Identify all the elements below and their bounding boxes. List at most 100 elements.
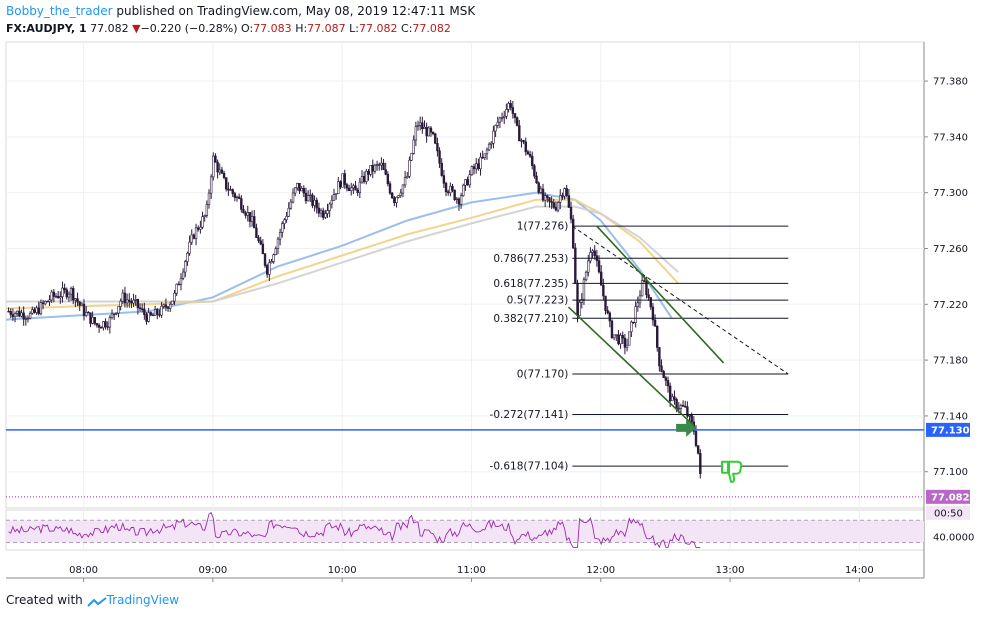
candle-body [158, 314, 161, 316]
candle-body [468, 174, 471, 186]
candle-body [367, 170, 370, 175]
candle-body [421, 122, 424, 130]
candle-body [112, 313, 116, 315]
candle-body [177, 283, 181, 286]
candle-body [63, 287, 66, 291]
candle-body [369, 165, 372, 175]
candle-body [666, 380, 670, 387]
price-axis[interactable]: 77.380 77.340 77.300 77.260 77.220 77.180 77.1… [924, 77, 974, 544]
moving-averages [5, 191, 680, 321]
candle-body [242, 209, 245, 214]
candle-body [531, 155, 534, 166]
candle-body [416, 125, 420, 127]
fib-level-label: -0.618(77.104) [490, 461, 569, 473]
fibonacci-retracement[interactable]: 1(77.276) 0.786(77.253) 0.618(77.235) 0.5(7… [490, 221, 789, 473]
candle-body [214, 155, 217, 163]
candle-body [660, 365, 663, 372]
candle-body [229, 189, 232, 191]
candle-body [265, 265, 269, 275]
candle-body [548, 197, 551, 202]
candle-body [274, 248, 277, 255]
candle-body [166, 306, 170, 309]
close-value: 77.082 [412, 22, 451, 35]
candle-body [535, 175, 538, 184]
candle-body [330, 199, 334, 205]
fib-trend-line [572, 225, 789, 375]
candle-body [134, 298, 137, 301]
candle-body [248, 212, 252, 222]
candle-body [664, 377, 668, 381]
price-tick-label: 77.220 [933, 300, 968, 311]
candle-body [117, 306, 120, 314]
candle-body [261, 243, 265, 255]
candle-body [257, 237, 260, 242]
candle-body [326, 210, 329, 214]
candle-body [143, 308, 146, 315]
change-value: −0.220 (−0.28%) [140, 22, 238, 35]
candle-body [205, 204, 209, 216]
candle-body [201, 216, 204, 228]
high-value: 77.087 [307, 22, 346, 35]
candle-body [128, 299, 131, 302]
open-value: 77.083 [253, 22, 292, 35]
candle-body [343, 173, 346, 185]
candle-body [397, 195, 400, 198]
time-tick-label: 11:00 [457, 565, 486, 576]
candle-body [522, 140, 525, 143]
low-label: L: [349, 22, 360, 35]
candle-body [54, 295, 58, 298]
candle-body [375, 164, 379, 166]
candle-body [429, 127, 433, 133]
fib-level-label: 0(77.170) [517, 369, 569, 381]
fib-level-label: 0.5(77.223) [507, 295, 569, 307]
candle-body [235, 196, 239, 199]
last-price-tag [926, 489, 970, 504]
candle-body [427, 127, 430, 137]
candle-body [696, 445, 700, 454]
candle-body [7, 310, 10, 313]
candle-body [384, 169, 387, 175]
main-pane [5, 41, 925, 509]
candle-body [121, 292, 124, 302]
candle-body [190, 234, 193, 243]
author-name[interactable]: Bobby_the_trader [6, 4, 113, 18]
candle-body [84, 311, 88, 316]
candle-body [604, 295, 607, 311]
candle-body [91, 317, 94, 324]
candle-body [679, 405, 683, 409]
candle-body [171, 300, 174, 305]
candle-body [291, 192, 295, 203]
candle-body [222, 172, 226, 178]
candle-body [11, 314, 15, 318]
candle-body [621, 335, 624, 339]
candle-body [302, 188, 306, 194]
candle-body [89, 312, 92, 324]
candle-body [207, 192, 211, 206]
channel-line [567, 306, 695, 427]
candle-body [119, 300, 122, 307]
price-tick-label: 77.300 [933, 188, 968, 199]
last-price-label: 77.082 [931, 492, 970, 503]
candle-body [658, 347, 661, 367]
candle-body [539, 188, 543, 193]
candle-body [625, 344, 629, 348]
candle-body [653, 319, 657, 327]
price-tick-label: 77.140 [933, 411, 968, 422]
candle-body [35, 307, 38, 313]
candle-body [541, 188, 545, 201]
candle-body [328, 203, 331, 211]
candle-body [61, 287, 64, 297]
candle-body [524, 141, 527, 153]
candle-body [464, 179, 467, 186]
support-price-tag [926, 422, 970, 437]
candle-body [255, 227, 258, 238]
candle-body [408, 159, 411, 177]
symbol-label: FX:AUDJPY, 1 [6, 22, 87, 35]
time-axis[interactable]: 08:00 09:00 10:00 11:00 12:00 13:00 14:00 [69, 565, 874, 582]
time-tick-label: 08:00 [69, 565, 98, 576]
candle-body [87, 311, 90, 314]
tradingview-brand[interactable]: TradingView [106, 593, 180, 607]
price-tick-label: 77.100 [933, 467, 968, 478]
candle-body [587, 260, 590, 273]
